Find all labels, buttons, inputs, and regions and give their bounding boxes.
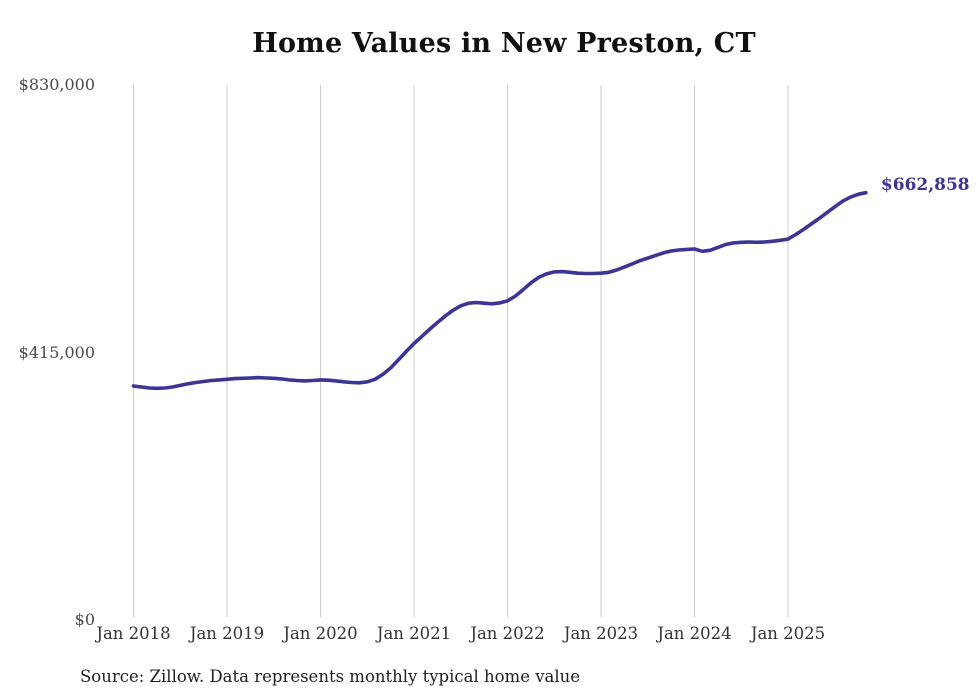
- x-tick-label: Jan 2020: [283, 624, 358, 643]
- x-tick-label: Jan 2021: [376, 624, 452, 643]
- x-tick-label: Jan 2019: [189, 624, 265, 643]
- x-tick-label: Jan 2018: [96, 624, 171, 643]
- x-tick-label: Jan 2022: [470, 624, 545, 643]
- x-tick-label: Jan 2023: [563, 624, 639, 643]
- source-note: Source: Zillow. Data represents monthly …: [80, 667, 581, 686]
- x-tick-label: Jan 2025: [750, 624, 826, 643]
- chart-title: Home Values in New Preston, CT: [252, 28, 756, 59]
- y-tick-label: $0: [74, 610, 95, 629]
- y-tick-label: $830,000: [18, 75, 95, 94]
- home-value-line: [131, 190, 868, 391]
- y-tick-label: $415,000: [18, 342, 95, 362]
- latest-value-label: $662,858: [880, 174, 970, 195]
- x-tick-label: Jan 2024: [657, 624, 732, 643]
